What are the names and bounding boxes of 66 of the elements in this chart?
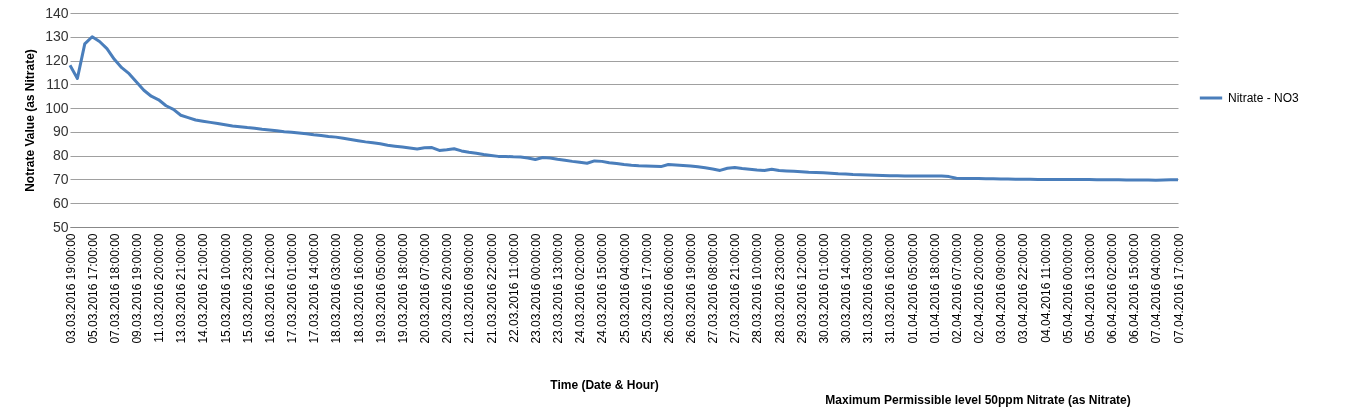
x-tick-label: 18.03.2016 16:00:00	[351, 233, 366, 344]
x-tick-label: 21.03.2016 09:00:00	[462, 233, 477, 344]
x-tick-label: 28.03.2016 10:00:00	[750, 233, 765, 344]
x-tick-label: 06.04.2016 02:00:00	[1105, 233, 1120, 344]
x-tick-label: 17.03.2016 14:00:00	[307, 233, 322, 344]
x-tick-label: 05.04.2016 13:00:00	[1082, 233, 1097, 344]
y-tick-label: 130	[45, 28, 69, 45]
x-tick-label: 03.04.2016 22:00:00	[1016, 233, 1031, 344]
x-tick-label: 27.03.2016 08:00:00	[706, 233, 721, 344]
x-tick-label: 06.04.2016 15:00:00	[1127, 233, 1142, 344]
y-tick-label: 80	[52, 147, 69, 164]
x-tick-label: 29.03.2016 12:00:00	[794, 233, 809, 344]
x-tick-label: 28.03.2016 23:00:00	[772, 233, 787, 344]
x-tick-label: 03.03.2016 19:00:00	[63, 233, 78, 344]
x-tick-label: 30.03.2016 14:00:00	[839, 233, 854, 344]
x-tick-label: 24.03.2016 15:00:00	[595, 233, 610, 344]
y-tick-label: 110	[46, 75, 69, 92]
x-tick-label: 20.03.2016 20:00:00	[440, 233, 455, 344]
x-tick-label: 09.03.2016 19:00:00	[129, 233, 144, 344]
x-tick-label: 02.04.2016 20:00:00	[972, 233, 987, 344]
y-tick-label: 60	[52, 194, 69, 211]
x-tick-label: 05.03.2016 17:00:00	[85, 233, 100, 344]
x-tick-label: 25.03.2016 17:00:00	[639, 233, 654, 344]
y-tick-label: 90	[52, 123, 69, 140]
x-tick-label: 14.03.2016 21:00:00	[196, 233, 211, 344]
x-tick-label: 19.03.2016 05:00:00	[373, 233, 388, 344]
x-tick-label: 31.03.2016 03:00:00	[861, 233, 876, 344]
x-tick-label: 07.03.2016 18:00:00	[107, 233, 122, 344]
x-tick-label: 19.03.2016 18:00:00	[395, 233, 410, 344]
x-tick-label: 07.04.2016 04:00:00	[1149, 233, 1164, 344]
text: Maximum Permissible level 50ppm Nitrate (as Nitrate)	[825, 393, 1131, 407]
x-tick-label: 01.04.2016 18:00:00	[927, 233, 942, 344]
legend-label: Nitrate - NO3	[1228, 91, 1300, 105]
x-tick-label: 21.03.2016 22:00:00	[484, 233, 499, 344]
x-tick-label: 07.04.2016 17:00:00	[1171, 233, 1186, 344]
x-tick-label: 27.03.2016 21:00:00	[728, 233, 743, 344]
x-tick-label: 03.04.2016 09:00:00	[994, 233, 1009, 344]
x-tick-label: 15.03.2016 10:00:00	[218, 233, 233, 344]
y-tick-label: 100	[45, 99, 69, 116]
x-tick-label: 02.04.2016 07:00:00	[949, 233, 964, 344]
x-tick-label: 22.03.2016 11:00:00	[506, 233, 521, 343]
x-tick-label: 24.03.2016 02:00:00	[573, 233, 588, 344]
x-tick-label: 25.03.2016 04:00:00	[617, 233, 632, 344]
x-tick-label: 16.03.2016 12:00:00	[262, 233, 277, 344]
x-tick-label: 18.03.2016 03:00:00	[329, 233, 344, 344]
x-tick-label: 05.04.2016 00:00:00	[1060, 233, 1075, 344]
x-tick-label: 13.03.2016 21:00:00	[174, 233, 189, 344]
y-tick-label: 50	[52, 218, 69, 235]
x-tick-label: 01.04.2016 05:00:00	[905, 233, 920, 344]
x-tick-label: 15.03.2016 23:00:00	[240, 233, 255, 344]
x-tick-label: 30.03.2016 01:00:00	[816, 233, 831, 344]
x-tick-label: 26.03.2016 19:00:00	[683, 233, 698, 344]
x-tick-label: 26.03.2016 06:00:00	[661, 233, 676, 344]
x-tick-label: 23.03.2016 00:00:00	[528, 233, 543, 344]
y-tick-label: 140	[45, 4, 69, 21]
x-tick-label: 17.03.2016 01:00:00	[285, 233, 300, 344]
line-series	[68, 35, 1180, 182]
x-axis-title: Time (Date & Hour)	[550, 377, 659, 392]
x-tick-label: 31.03.2016 16:00:00	[883, 233, 898, 344]
x-tick-label: 11.03.2016 20:00:00	[152, 233, 167, 343]
y-tick-label: 120	[45, 52, 69, 69]
x-tick-label: 23.03.2016 13:00:00	[551, 233, 566, 344]
y-axis-title: Notrate Value (as Nitrate)	[23, 49, 38, 192]
y-tick-label: 70	[52, 170, 69, 187]
x-tick-label: 04.04.2016 11:00:00	[1038, 233, 1053, 343]
x-tick-label: 20.03.2016 07:00:00	[418, 233, 433, 344]
